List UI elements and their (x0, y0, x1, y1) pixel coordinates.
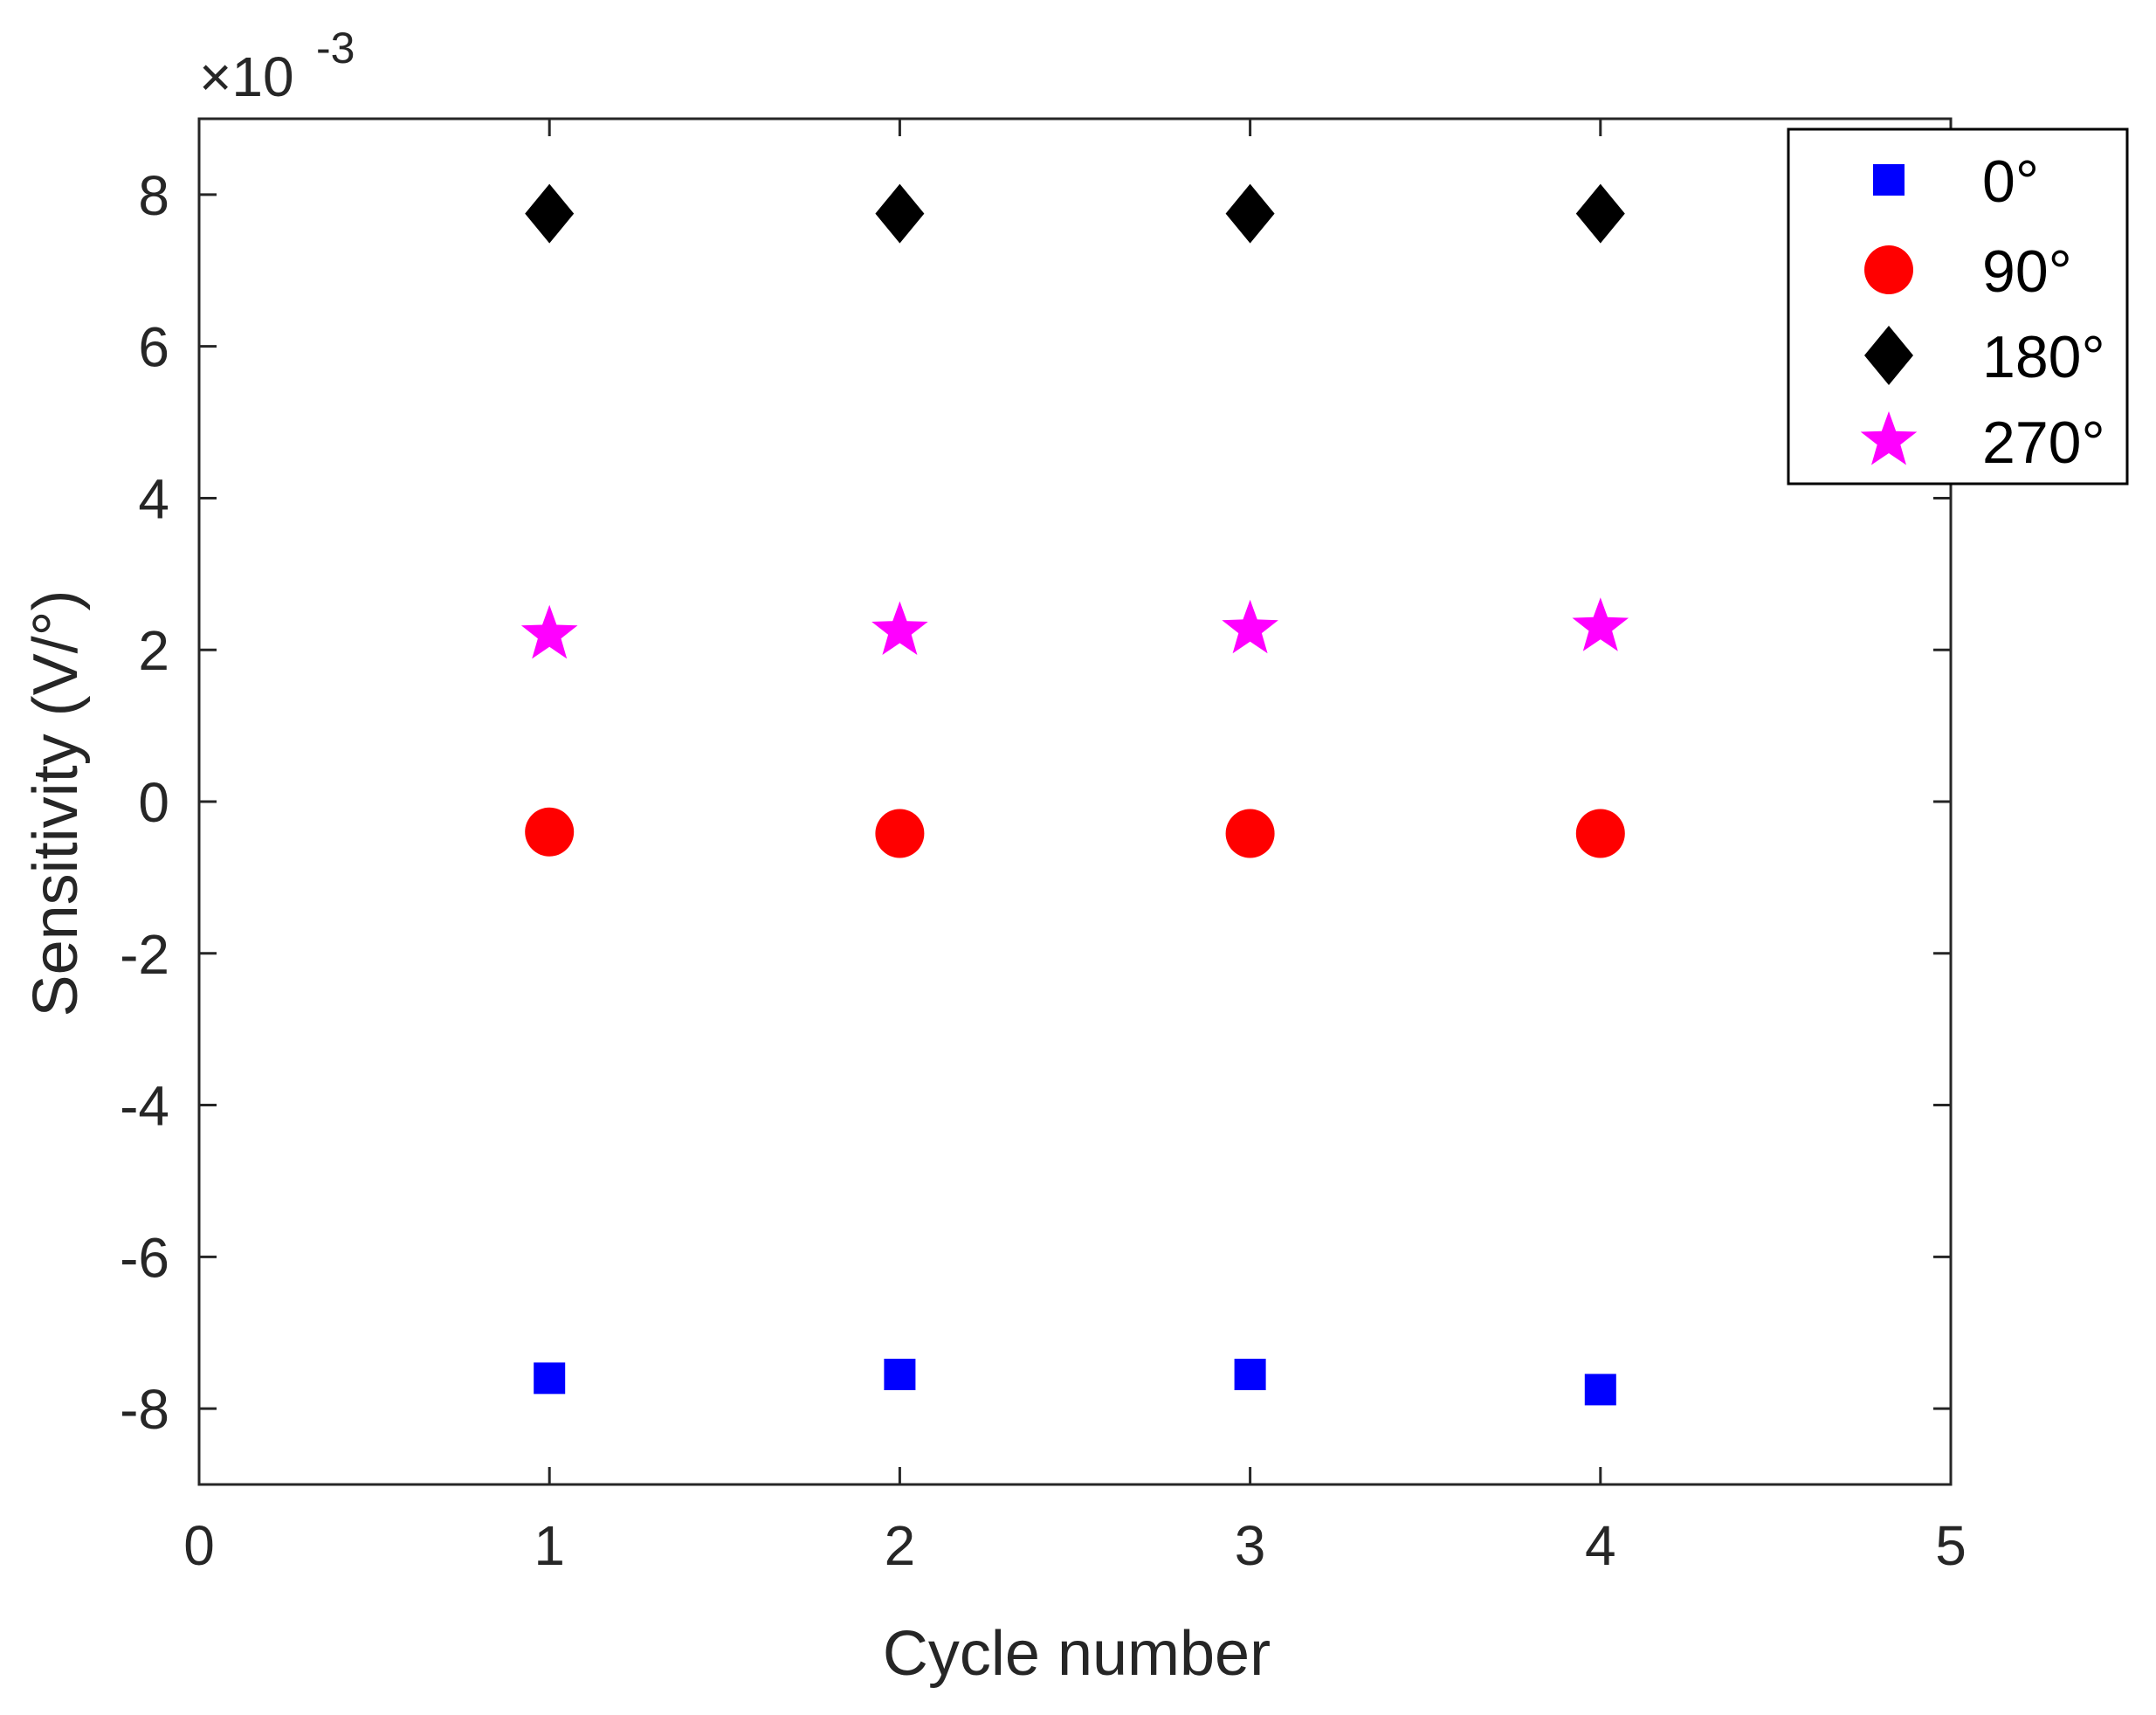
data-markers (520, 183, 1629, 1406)
y-tick-label: -2 (120, 923, 169, 986)
y-axis-title: Sensitivity (V/°) (21, 590, 91, 1017)
legend-entry: 90° (1864, 238, 2072, 305)
y-tick-label: 6 (138, 316, 169, 379)
y-multiplier-exponent: -3 (316, 24, 355, 72)
data-point-star (1572, 597, 1629, 651)
legend-box (1787, 127, 2129, 486)
y-tick-label: -8 (120, 1378, 169, 1441)
legend-label: 0° (1982, 148, 2039, 215)
data-point-star (520, 604, 578, 659)
x-tick-label: 2 (885, 1514, 916, 1577)
plot-frame (197, 117, 1953, 1486)
legend-marker-circle (1864, 245, 1913, 294)
legend-marker-square (1873, 164, 1905, 196)
y-tick-label: 4 (138, 467, 169, 530)
y-multiplier-base: ×10 (199, 45, 294, 108)
data-point-diamond (875, 183, 925, 244)
x-tick-label: 4 (1585, 1514, 1616, 1577)
data-point-square (884, 1359, 916, 1391)
series-square (534, 1359, 1616, 1406)
series-star (520, 597, 1629, 659)
x-tick-label: 5 (1935, 1514, 1967, 1577)
x-tick-label: 1 (534, 1514, 565, 1577)
legend-label: 180° (1982, 324, 2105, 390)
series-circle (525, 807, 1625, 858)
legend-entries: 0° 90° 180° 270° (1860, 148, 2105, 476)
y-tick-label: 2 (138, 619, 169, 682)
data-point-circle (525, 807, 575, 857)
x-axis-title: Cycle number (883, 1619, 1271, 1689)
data-point-circle (875, 809, 925, 858)
y-tick-label: -4 (120, 1075, 169, 1138)
y-tick-label: 8 (138, 164, 169, 227)
legend-entry: 270° (1860, 410, 2105, 476)
legend-entry: 0° (1873, 148, 2039, 215)
data-point-square (1584, 1374, 1616, 1406)
x-tick-label: 3 (1235, 1514, 1266, 1577)
data-point-star (1222, 599, 1278, 654)
legend-entry: 180° (1864, 324, 2105, 390)
y-tick-label: 0 (138, 771, 169, 834)
y-tick-label: -6 (120, 1226, 169, 1289)
legend-label: 270° (1982, 410, 2105, 476)
series-diamond (525, 183, 1625, 244)
data-point-circle (1575, 809, 1625, 858)
x-tick-label: 0 (183, 1514, 215, 1577)
legend: 0° 90° 180° 270° (1787, 127, 2129, 486)
data-point-star (871, 601, 928, 655)
data-point-circle (1225, 809, 1275, 858)
y-axis-multiplier: ×10 -3 (199, 24, 355, 108)
legend-marker-star (1860, 411, 1918, 465)
data-point-diamond (525, 183, 575, 244)
data-point-diamond (1575, 183, 1625, 244)
legend-label: 90° (1982, 238, 2072, 305)
data-point-square (1234, 1359, 1266, 1391)
data-point-square (534, 1362, 566, 1395)
plot-area (199, 119, 1951, 1484)
tick-labels: 0 1 2 3 4 5 -8 -6 -4 -2 0 2 4 6 8 (120, 164, 1967, 1577)
data-point-diamond (1225, 183, 1275, 244)
legend-marker-diamond (1864, 326, 1913, 385)
